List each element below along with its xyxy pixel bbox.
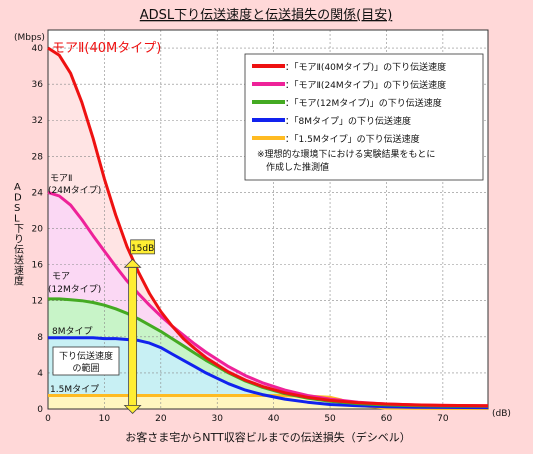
y-tick-label: 8 [37,333,43,343]
curve-label: 8Mタイプ [52,326,93,337]
marker-label-box [130,239,156,255]
y-tick-label: 40 [32,44,44,54]
range-box-text: 下り伝送速度 [59,350,113,362]
x-tick-label: 70 [437,414,449,424]
series-line-0 [47,46,489,408]
y-tick-label: 20 [32,225,44,235]
curve-label: モアⅡ [50,174,72,184]
x-axis-label: お客さま宅からNTT収容ビルまでの伝送損失（デシベル） [125,430,410,444]
chart-title: ADSL下り伝送速度と伝送損失の関係(目安) [140,7,393,23]
curve-label: (24Mタイプ) [48,185,101,196]
y-tick-label: 32 [32,116,43,126]
y-tick-label: 4 [37,369,43,379]
legend-label: ：「8Mタイプ」の下り伝送速度 [285,115,411,127]
y-tick-label: 36 [32,80,44,90]
y-tick-label: 28 [32,152,44,162]
marker-label: 15dB [131,244,154,254]
y-unit: (Mbps) [14,33,45,43]
marker-arrow [128,266,138,406]
x-tick-label: 10 [99,414,111,424]
x-tick-label: 40 [268,414,280,424]
legend-box [244,53,484,181]
y-tick-label: 0 [37,405,43,415]
y-tick-label: 24 [32,188,44,198]
y-tick-label: 12 [32,297,43,307]
note-text: 作成した推測値 [266,161,329,173]
curve-label: (12Mタイプ) [48,284,101,295]
x-unit: (dB) [492,409,511,419]
series-area-3 [48,337,488,409]
x-tick-label: 20 [155,414,167,424]
legend-label: ：「モアⅡ(40Mタイプ)」の下り伝送速度 [285,61,446,73]
y-tick-label: 16 [32,261,44,271]
marker-arrow-bottom [123,404,142,414]
curve-label: モア [52,272,70,282]
plot-area: 0 10 20 30 40 50 60 70 0 4 8 12 16 20 24 28 32 36 40 A D S L 下り… [14,29,489,424]
x-tick-label: 50 [324,414,336,424]
range-box-text: の範囲 [72,362,99,374]
x-tick-label: 30 [212,414,224,424]
plot-frame [47,29,489,410]
legend-label: ：「1.5Mタイプ」の下り伝送速度 [285,133,420,145]
curve-label: モアⅡ(40Mタイプ) [52,41,161,56]
legend-label: ：「モア(12Mタイプ)」の下り伝送速度 [285,97,442,109]
note-text: ※理想的な環境下における実験結果をもとに [257,148,435,160]
x-tick-label: 0 [45,414,51,424]
range-box [52,346,120,376]
legend-label: ：「モアⅡ(24Mタイプ)」の下り伝送速度 [285,79,446,91]
x-tick-label: 60 [381,414,393,424]
series-line-3 [48,336,489,410]
y-axis-label: A D S L 下り伝送速度 [14,182,24,288]
marker-arrow-top [123,258,142,268]
series-area-4 [48,395,488,409]
curve-label: 1.5Mタイプ [50,384,99,395]
